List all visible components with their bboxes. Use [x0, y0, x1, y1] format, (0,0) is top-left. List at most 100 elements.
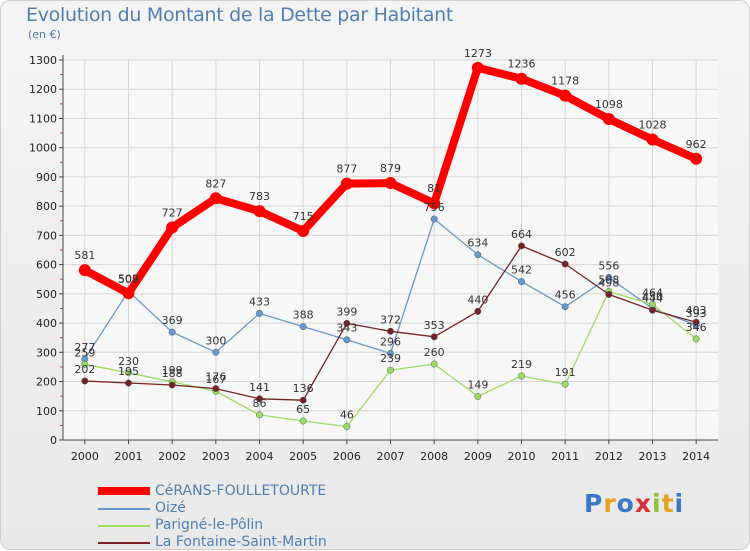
- logo-letter: x: [634, 489, 652, 518]
- data-label: 199: [162, 364, 183, 377]
- legend-label: Parigné-le-Pôlin: [155, 517, 264, 533]
- data-label: 230: [118, 355, 139, 368]
- data-point: [561, 260, 569, 268]
- data-label: 346: [686, 321, 707, 334]
- data-point: [297, 225, 310, 237]
- data-label: 202: [74, 363, 95, 376]
- data-label: 783: [249, 190, 270, 203]
- legend-swatch: [98, 525, 150, 527]
- data-label: 372: [380, 313, 401, 326]
- data-label: 188: [162, 367, 183, 380]
- data-label: 502: [118, 272, 139, 285]
- data-point: [212, 348, 220, 356]
- data-point: [646, 133, 659, 146]
- data-point: [343, 336, 351, 344]
- data-label: 141: [249, 381, 270, 394]
- logo-letter: o: [616, 489, 635, 518]
- y-tick-label: 900: [36, 171, 57, 184]
- data-point: [125, 369, 132, 377]
- data-label: 509: [118, 273, 139, 286]
- data-point: [387, 327, 394, 335]
- data-label: 664: [511, 228, 532, 241]
- data-label: 1236: [508, 58, 536, 71]
- data-point: [78, 264, 91, 277]
- data-point: [559, 89, 572, 102]
- x-tick-label: 2014: [682, 450, 710, 463]
- data-label: 498: [598, 276, 619, 289]
- data-point: [209, 192, 222, 205]
- y-tick-label: 700: [36, 229, 57, 242]
- data-point: [430, 360, 438, 368]
- data-point: [561, 380, 569, 388]
- data-label: 542: [511, 264, 532, 277]
- x-tick-label: 2000: [71, 450, 99, 463]
- data-point: [518, 242, 525, 250]
- data-point: [387, 366, 394, 374]
- data-label: 1098: [595, 98, 623, 111]
- data-label: 81: [427, 182, 441, 195]
- x-tick-label: 2007: [377, 450, 405, 463]
- data-label: 433: [249, 295, 270, 308]
- data-point: [602, 113, 615, 126]
- y-tick-label: 300: [36, 346, 57, 359]
- data-label: 191: [555, 366, 576, 379]
- data-label: 65: [296, 403, 310, 416]
- data-point: [605, 290, 613, 298]
- data-label: 508: [598, 274, 619, 287]
- data-label: 369: [162, 314, 183, 327]
- data-label: 136: [293, 382, 314, 395]
- x-tick-label: 2013: [639, 450, 667, 463]
- data-label: 877: [336, 163, 357, 176]
- data-label: 86: [253, 397, 267, 410]
- x-tick-label: 2012: [595, 450, 623, 463]
- data-label: 300: [205, 334, 226, 347]
- data-label: 388: [293, 309, 314, 322]
- y-tick-label: 500: [36, 288, 57, 301]
- data-point: [690, 152, 703, 165]
- data-point: [256, 411, 263, 419]
- data-label: 450: [642, 290, 663, 303]
- data-point: [81, 360, 89, 368]
- data-point: [384, 177, 397, 190]
- data-point: [692, 318, 700, 326]
- data-label: 239: [380, 352, 401, 365]
- x-tick-label: 2004: [246, 450, 274, 463]
- data-point: [474, 251, 482, 259]
- logo-letter: i: [674, 489, 685, 518]
- y-tick-label: 600: [36, 259, 57, 272]
- data-label: 444: [642, 292, 663, 305]
- x-tick-label: 2008: [420, 450, 448, 463]
- legend-label: Oizé: [155, 500, 186, 516]
- data-point: [340, 177, 353, 190]
- data-point: [474, 392, 482, 400]
- data-label: 259: [74, 346, 95, 359]
- proxiti-logo: Proxiti: [584, 489, 684, 518]
- data-label: 634: [467, 237, 488, 250]
- data-point: [253, 205, 266, 218]
- legend-swatch: [98, 542, 150, 544]
- y-tick-label: 200: [36, 376, 57, 389]
- data-label: 343: [336, 322, 357, 335]
- data-label: 456: [555, 289, 576, 302]
- x-tick-label: 2002: [158, 450, 186, 463]
- data-point: [166, 221, 179, 234]
- data-point: [125, 379, 132, 387]
- data-point: [299, 323, 307, 331]
- data-label: 602: [555, 246, 576, 259]
- data-label: 1178: [551, 75, 579, 88]
- data-label: 727: [162, 206, 183, 219]
- logo-letter: r: [603, 489, 617, 518]
- data-label: 399: [336, 305, 357, 318]
- data-point: [81, 377, 89, 385]
- data-label: 277: [74, 341, 95, 354]
- y-tick-label: 800: [36, 200, 57, 213]
- data-point: [299, 396, 307, 404]
- data-label: 1273: [464, 47, 492, 60]
- data-point: [515, 72, 528, 85]
- data-point: [518, 278, 525, 286]
- data-point: [343, 423, 351, 431]
- data-label: 149: [467, 378, 488, 391]
- data-label: 1028: [639, 119, 667, 132]
- data-label: 260: [424, 346, 445, 359]
- y-tick-label: 1100: [29, 112, 57, 125]
